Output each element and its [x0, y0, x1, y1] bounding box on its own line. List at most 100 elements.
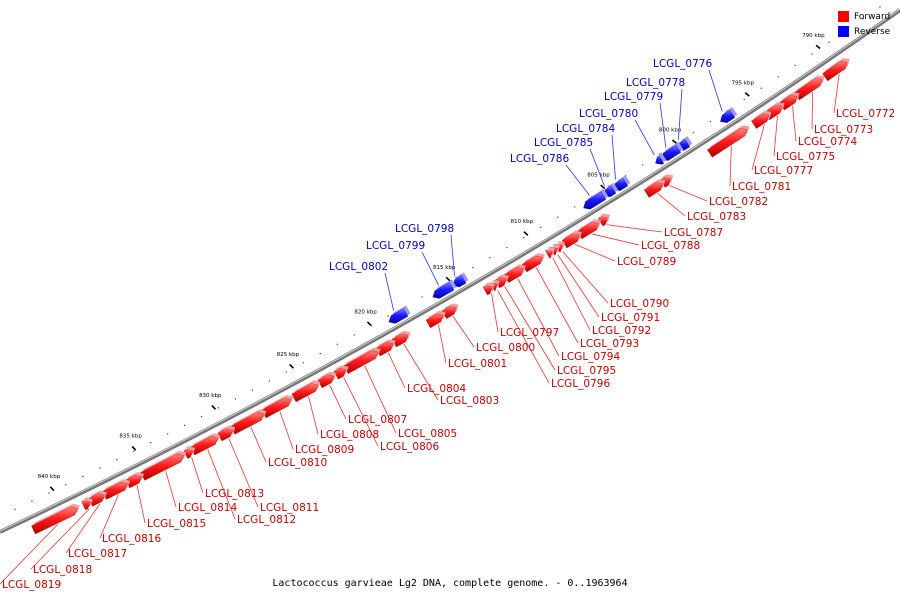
gene-LCGL_0809[interactable]	[261, 394, 294, 450]
gene-leader-line	[773, 115, 778, 157]
minor-tick	[234, 398, 237, 400]
genome-backbone	[0, 8, 900, 534]
gene-LCGL_0784[interactable]	[611, 134, 631, 191]
gene-LCGL_0776[interactable]	[708, 69, 738, 123]
genome-caption: Lactococcus garvieae Lg2 DNA, complete g…	[272, 578, 628, 589]
gene-arrow	[521, 255, 543, 273]
gene-LCGL_0799[interactable]	[421, 251, 457, 299]
gene-LCGL_0819[interactable]	[0, 503, 80, 585]
gene-label: LCGL_0779	[604, 91, 663, 103]
gene-LCGL_0814[interactable]	[140, 450, 187, 508]
tick-mark	[600, 184, 606, 190]
minor-tick	[777, 76, 779, 78]
gene-LCGL_0798[interactable]	[450, 234, 469, 288]
gene-LCGL_0777[interactable]	[751, 110, 772, 171]
gene-leader-line	[343, 377, 379, 447]
tick-label: 830 kbp	[199, 393, 222, 399]
gene-LCGL_0788[interactable]	[576, 219, 640, 246]
gene-leader-line	[191, 457, 204, 494]
gene-LCGL_0794[interactable]	[503, 264, 560, 357]
gene-leader-line	[574, 243, 616, 262]
gene-LCGL_0773[interactable]	[794, 75, 825, 130]
gene-leader-line	[207, 449, 236, 520]
gene-LCGL_0818[interactable]	[30, 497, 94, 570]
minor-tick	[319, 352, 322, 355]
tick-label: 790 kbp	[802, 33, 825, 39]
gene-label: LCGL_0788	[641, 240, 700, 252]
gene-LCGL_0813[interactable]	[183, 446, 204, 494]
gene-leader-line	[811, 92, 813, 130]
gene-LCGL_0816[interactable]	[99, 479, 131, 539]
gene-LCGL_0795[interactable]	[494, 274, 556, 371]
gene-leader-line	[364, 365, 397, 434]
gene-LCGL_0781[interactable]	[707, 125, 750, 187]
tick-835-kbp: 835 kbp	[119, 434, 142, 451]
gene-leader-line	[30, 508, 90, 570]
gene-LCGL_0803[interactable]	[391, 330, 439, 401]
gene-label: LCGL_0797	[500, 327, 559, 339]
tick-label: 820 kbp	[354, 309, 377, 315]
gene-LCGL_0792[interactable]	[544, 247, 591, 331]
minor-tick	[268, 380, 271, 382]
gene-LCGL_0775[interactable]	[764, 102, 785, 157]
gene-arrow	[644, 182, 663, 198]
gene-LCGL_0787[interactable]	[597, 213, 663, 233]
gene-LCGL_0815[interactable]	[125, 472, 146, 524]
minor-tick	[489, 256, 491, 259]
gene-leader-line	[677, 88, 683, 140]
gene-label: LCGL_0783	[687, 211, 746, 223]
minor-tick	[709, 120, 712, 123]
gene-leader-line	[591, 233, 640, 246]
gene-arrow	[779, 95, 798, 111]
gene-LCGL_0811[interactable]	[217, 425, 259, 508]
minor-tick	[31, 500, 33, 502]
gene-LCGL_0808[interactable]	[291, 380, 321, 435]
gene-LCGL_0774[interactable]	[779, 92, 800, 142]
gene-leader-line	[308, 396, 319, 435]
gene-leader-line	[384, 272, 395, 311]
gene-arrow	[190, 436, 218, 456]
gene-LCGL_0800[interactable]	[441, 303, 475, 348]
gene-label: LCGL_0800	[476, 342, 535, 354]
gene-leader-line	[833, 74, 840, 114]
gene-arrow	[388, 308, 409, 324]
gene-LCGL_0812[interactable]	[190, 433, 236, 520]
gene-label: LCGL_0809	[295, 444, 354, 456]
gene-LCGL_0801[interactable]	[425, 310, 447, 364]
gene-LCGL_0772[interactable]	[822, 58, 850, 114]
minor-tick	[65, 484, 67, 486]
gene-arrow	[81, 500, 91, 510]
gene-LCGL_0802[interactable]	[384, 272, 411, 324]
gene-LCGL_0786[interactable]	[565, 164, 609, 210]
gene-LCGL_0810[interactable]	[230, 409, 267, 463]
gene-LCGL_0806[interactable]	[333, 365, 379, 447]
gene-arrow	[441, 306, 457, 319]
gene-LCGL_0789[interactable]	[561, 230, 616, 262]
gene-LCGL_0779[interactable]	[659, 102, 684, 161]
gene-label: LCGL_0810	[268, 457, 327, 469]
gene-LCGL_0782[interactable]	[660, 174, 708, 202]
gene-LCGL_0817[interactable]	[65, 490, 108, 554]
gene-LCGL_0807[interactable]	[317, 371, 347, 420]
gene-LCGL_0780[interactable]	[634, 119, 667, 165]
gene-leader-line	[438, 324, 447, 364]
gene-LCGL_0790[interactable]	[554, 241, 609, 304]
gene-LCGL_0804[interactable]	[375, 339, 406, 389]
gene-arrow	[217, 428, 233, 442]
gene-LCGL_0797[interactable]	[482, 282, 499, 333]
tick-mark	[289, 363, 294, 369]
gene-arrow	[317, 374, 335, 389]
gene-LCGL_0805[interactable]	[343, 347, 397, 434]
gene-leader-line	[792, 105, 797, 142]
gene-leader-line	[250, 426, 267, 463]
gene-arrow	[720, 109, 736, 123]
gene-arrow	[183, 449, 193, 459]
gene-LCGL_0778[interactable]	[677, 88, 693, 151]
tick-label: 815 kbp	[433, 265, 456, 271]
gene-leader-line	[659, 102, 667, 148]
gene-LCGL_0793[interactable]	[521, 253, 579, 344]
gene-arrow	[333, 368, 347, 380]
minor-tick	[217, 407, 220, 409]
gene-LCGL_0783[interactable]	[644, 179, 686, 217]
gene-leader-line	[517, 278, 560, 357]
